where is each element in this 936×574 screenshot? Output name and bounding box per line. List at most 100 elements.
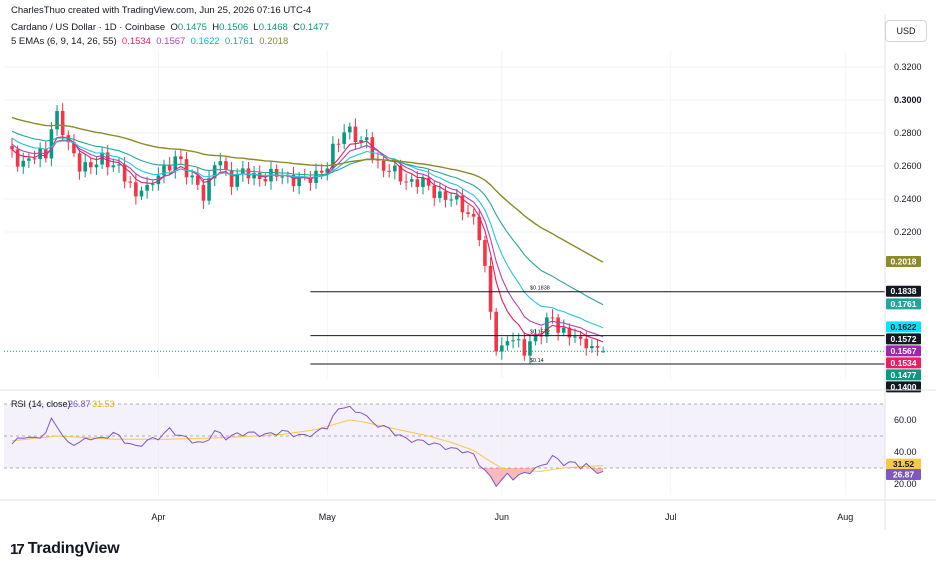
horizontal-level-label: $0.14 [530, 358, 544, 364]
candle-down [224, 161, 228, 170]
price-axis-tick-label: 0.2200 [894, 227, 922, 237]
ohlc-low-value: 0.1468 [258, 22, 288, 33]
candle-down [578, 336, 583, 339]
ema-line-26 [11, 130, 604, 306]
ohlc-o-label: O [170, 22, 178, 33]
candle-up [421, 177, 425, 187]
candle-up [235, 173, 239, 187]
ema-line-9 [11, 139, 604, 338]
time-axis-label: Jun [495, 512, 510, 522]
candle-down [263, 179, 268, 182]
attribution-text: CharlesThuo created with TradingView.com… [11, 5, 312, 16]
candle-up [218, 161, 223, 166]
candle-down [184, 159, 189, 178]
ohlc-close-value: 0.1477 [299, 22, 329, 33]
ema6-legend-value: 0.1534 [121, 36, 151, 47]
candle-up [505, 341, 510, 346]
candle-up [516, 339, 521, 341]
candle-up [364, 137, 369, 141]
candle-down [77, 153, 82, 172]
candle-down [471, 213, 476, 217]
candle-up [162, 164, 166, 176]
candle-up [139, 190, 144, 197]
symbol-legend: Cardano / US Dollar · 1D · Coinbase O 0.1… [11, 22, 329, 33]
price-axis-badge-text: 0.1534 [891, 358, 917, 368]
ema55-legend-value: 0.2018 [259, 36, 289, 47]
candle-up [94, 164, 99, 168]
rsi-axis-tick-label: 20.00 [894, 479, 917, 489]
candle-down [460, 195, 465, 213]
symbol-title: Cardano / US Dollar · 1D · Coinbase [11, 22, 166, 33]
time-axis-label: Jul [665, 512, 677, 522]
candle-down [336, 143, 341, 145]
candle-down [72, 142, 76, 154]
candles-group [10, 103, 605, 364]
candle-up [173, 156, 178, 171]
candle-down [195, 175, 200, 185]
candle-up [156, 175, 161, 185]
candle-down [522, 339, 527, 356]
candle-up [280, 176, 285, 178]
candle-up [297, 176, 301, 187]
candle-up [117, 164, 121, 166]
candle-down [229, 169, 234, 187]
candle-down [432, 185, 437, 198]
time-axis-label: Aug [837, 512, 853, 522]
candle-down [387, 170, 392, 172]
price-axis-badge-text: 0.1477 [891, 370, 917, 380]
candle-down [167, 164, 172, 171]
price-axis-badge [886, 369, 921, 381]
ohlc-h-label: H [212, 22, 220, 33]
candle-up [561, 327, 566, 333]
rsi-ma-line [11, 419, 604, 472]
candle-down [443, 191, 448, 200]
price-axis-badge [886, 345, 921, 357]
rsi-line [11, 405, 604, 488]
price-axis-badge [886, 333, 921, 345]
ema-line-6 [11, 136, 604, 343]
candle-up [438, 191, 442, 198]
ema14-legend-value: 0.1622 [190, 36, 220, 47]
candle-up [601, 351, 605, 353]
candle-up [212, 165, 217, 179]
candle-down [477, 216, 482, 241]
currency-button[interactable]: USD [885, 20, 927, 42]
horizontal-level-label: $0.1838 [530, 286, 550, 292]
candle-up [528, 341, 532, 356]
candle-up [150, 184, 155, 186]
rsi-axis-badge-text: 26.87 [893, 470, 915, 480]
price-axis-badge [886, 285, 921, 297]
candle-up [145, 184, 149, 191]
candle-down [308, 176, 313, 183]
rsi-axis-badge-text: 31.52 [893, 459, 915, 469]
candle-down [584, 338, 589, 349]
candle-down [179, 156, 183, 160]
price-axis-tick-label: 0.2600 [894, 161, 922, 171]
candle-up [545, 317, 549, 337]
candle-down [404, 181, 408, 183]
rsi-axis-badge [886, 458, 921, 470]
candle-down [398, 165, 403, 182]
rsi-axis-tick-label: 40.00 [894, 447, 917, 457]
horizontal-level-label: $0.1572 [530, 330, 550, 336]
candle-down [550, 317, 555, 319]
ema26-legend-value: 0.1761 [224, 36, 254, 47]
candle-down [595, 346, 600, 348]
candle-down [381, 160, 386, 171]
price-axis-badge [886, 321, 921, 333]
candle-up [38, 148, 42, 159]
candle-down [483, 240, 487, 266]
price-axis-badge-text: 0.1761 [891, 299, 917, 309]
price-axis-tick-label: 0.3200 [894, 62, 922, 72]
candle-up [27, 158, 31, 161]
candle-up [83, 162, 87, 172]
candle-up [449, 199, 453, 201]
candle-up [500, 345, 504, 352]
ema-line-55 [11, 116, 604, 263]
ema-line-14 [11, 137, 604, 329]
price-axis-badge [886, 256, 921, 268]
ema-legend: 5 EMAs (6, 9, 14, 26, 55) 0.1534 0.1567 … [11, 36, 288, 47]
candle-up [342, 132, 346, 144]
